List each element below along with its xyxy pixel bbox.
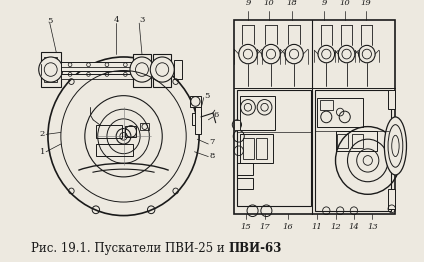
Circle shape	[39, 57, 63, 82]
Bar	[240, 96, 275, 129]
Bar	[234, 20, 396, 214]
Text: 2: 2	[40, 130, 45, 138]
Circle shape	[136, 63, 148, 76]
Text: 18: 18	[287, 0, 298, 7]
Text: 4: 4	[113, 16, 119, 24]
Text: 6: 6	[213, 111, 218, 119]
Bar	[61, 74, 134, 79]
Text: 8: 8	[209, 152, 215, 160]
Bar	[338, 134, 349, 148]
Bar	[240, 134, 273, 163]
Ellipse shape	[385, 117, 407, 175]
Circle shape	[44, 63, 57, 76]
Text: 10: 10	[264, 0, 274, 7]
Bar	[133, 54, 151, 87]
Text: Рис. 19.1. Пускатели ПВИ-25 и: Рис. 19.1. Пускатели ПВИ-25 и	[31, 242, 229, 255]
Bar	[335, 132, 377, 151]
Bar	[237, 163, 254, 175]
Bar	[140, 123, 149, 130]
Circle shape	[156, 63, 169, 76]
Text: 11: 11	[312, 223, 323, 231]
Bar	[96, 125, 122, 138]
Bar	[153, 54, 171, 87]
Bar	[44, 57, 57, 82]
Bar	[315, 90, 391, 211]
Text: 9: 9	[245, 0, 251, 7]
Circle shape	[48, 57, 199, 216]
Text: 9: 9	[322, 0, 327, 7]
Bar	[243, 138, 254, 160]
Text: 5: 5	[47, 17, 53, 25]
Text: 13: 13	[367, 223, 378, 231]
Bar	[195, 105, 201, 134]
Bar	[352, 134, 363, 148]
Text: 7: 7	[209, 138, 215, 146]
Circle shape	[130, 57, 154, 82]
Ellipse shape	[388, 125, 403, 167]
Text: 12: 12	[330, 223, 341, 231]
Bar	[317, 97, 363, 127]
Circle shape	[150, 57, 174, 82]
Text: 1: 1	[40, 148, 45, 156]
Bar	[174, 60, 181, 79]
Text: 10: 10	[339, 0, 350, 7]
Text: 16: 16	[282, 223, 293, 231]
Text: 19: 19	[360, 0, 371, 7]
Bar	[190, 96, 201, 107]
Bar	[234, 120, 240, 129]
Text: 14: 14	[349, 223, 359, 231]
Bar	[320, 101, 333, 110]
Bar	[237, 178, 254, 189]
Bar	[237, 90, 311, 206]
Text: 15: 15	[241, 223, 251, 231]
Text: 17: 17	[259, 223, 270, 231]
Bar	[388, 90, 396, 109]
Bar	[126, 126, 137, 137]
Bar	[192, 113, 201, 125]
Bar	[41, 52, 61, 87]
Bar	[256, 138, 267, 160]
Bar	[388, 189, 396, 209]
Text: 3: 3	[139, 16, 145, 24]
Bar	[96, 144, 133, 156]
Text: ПВИ-63: ПВИ-63	[229, 242, 282, 255]
Text: 5: 5	[204, 92, 209, 100]
Bar	[61, 62, 134, 72]
